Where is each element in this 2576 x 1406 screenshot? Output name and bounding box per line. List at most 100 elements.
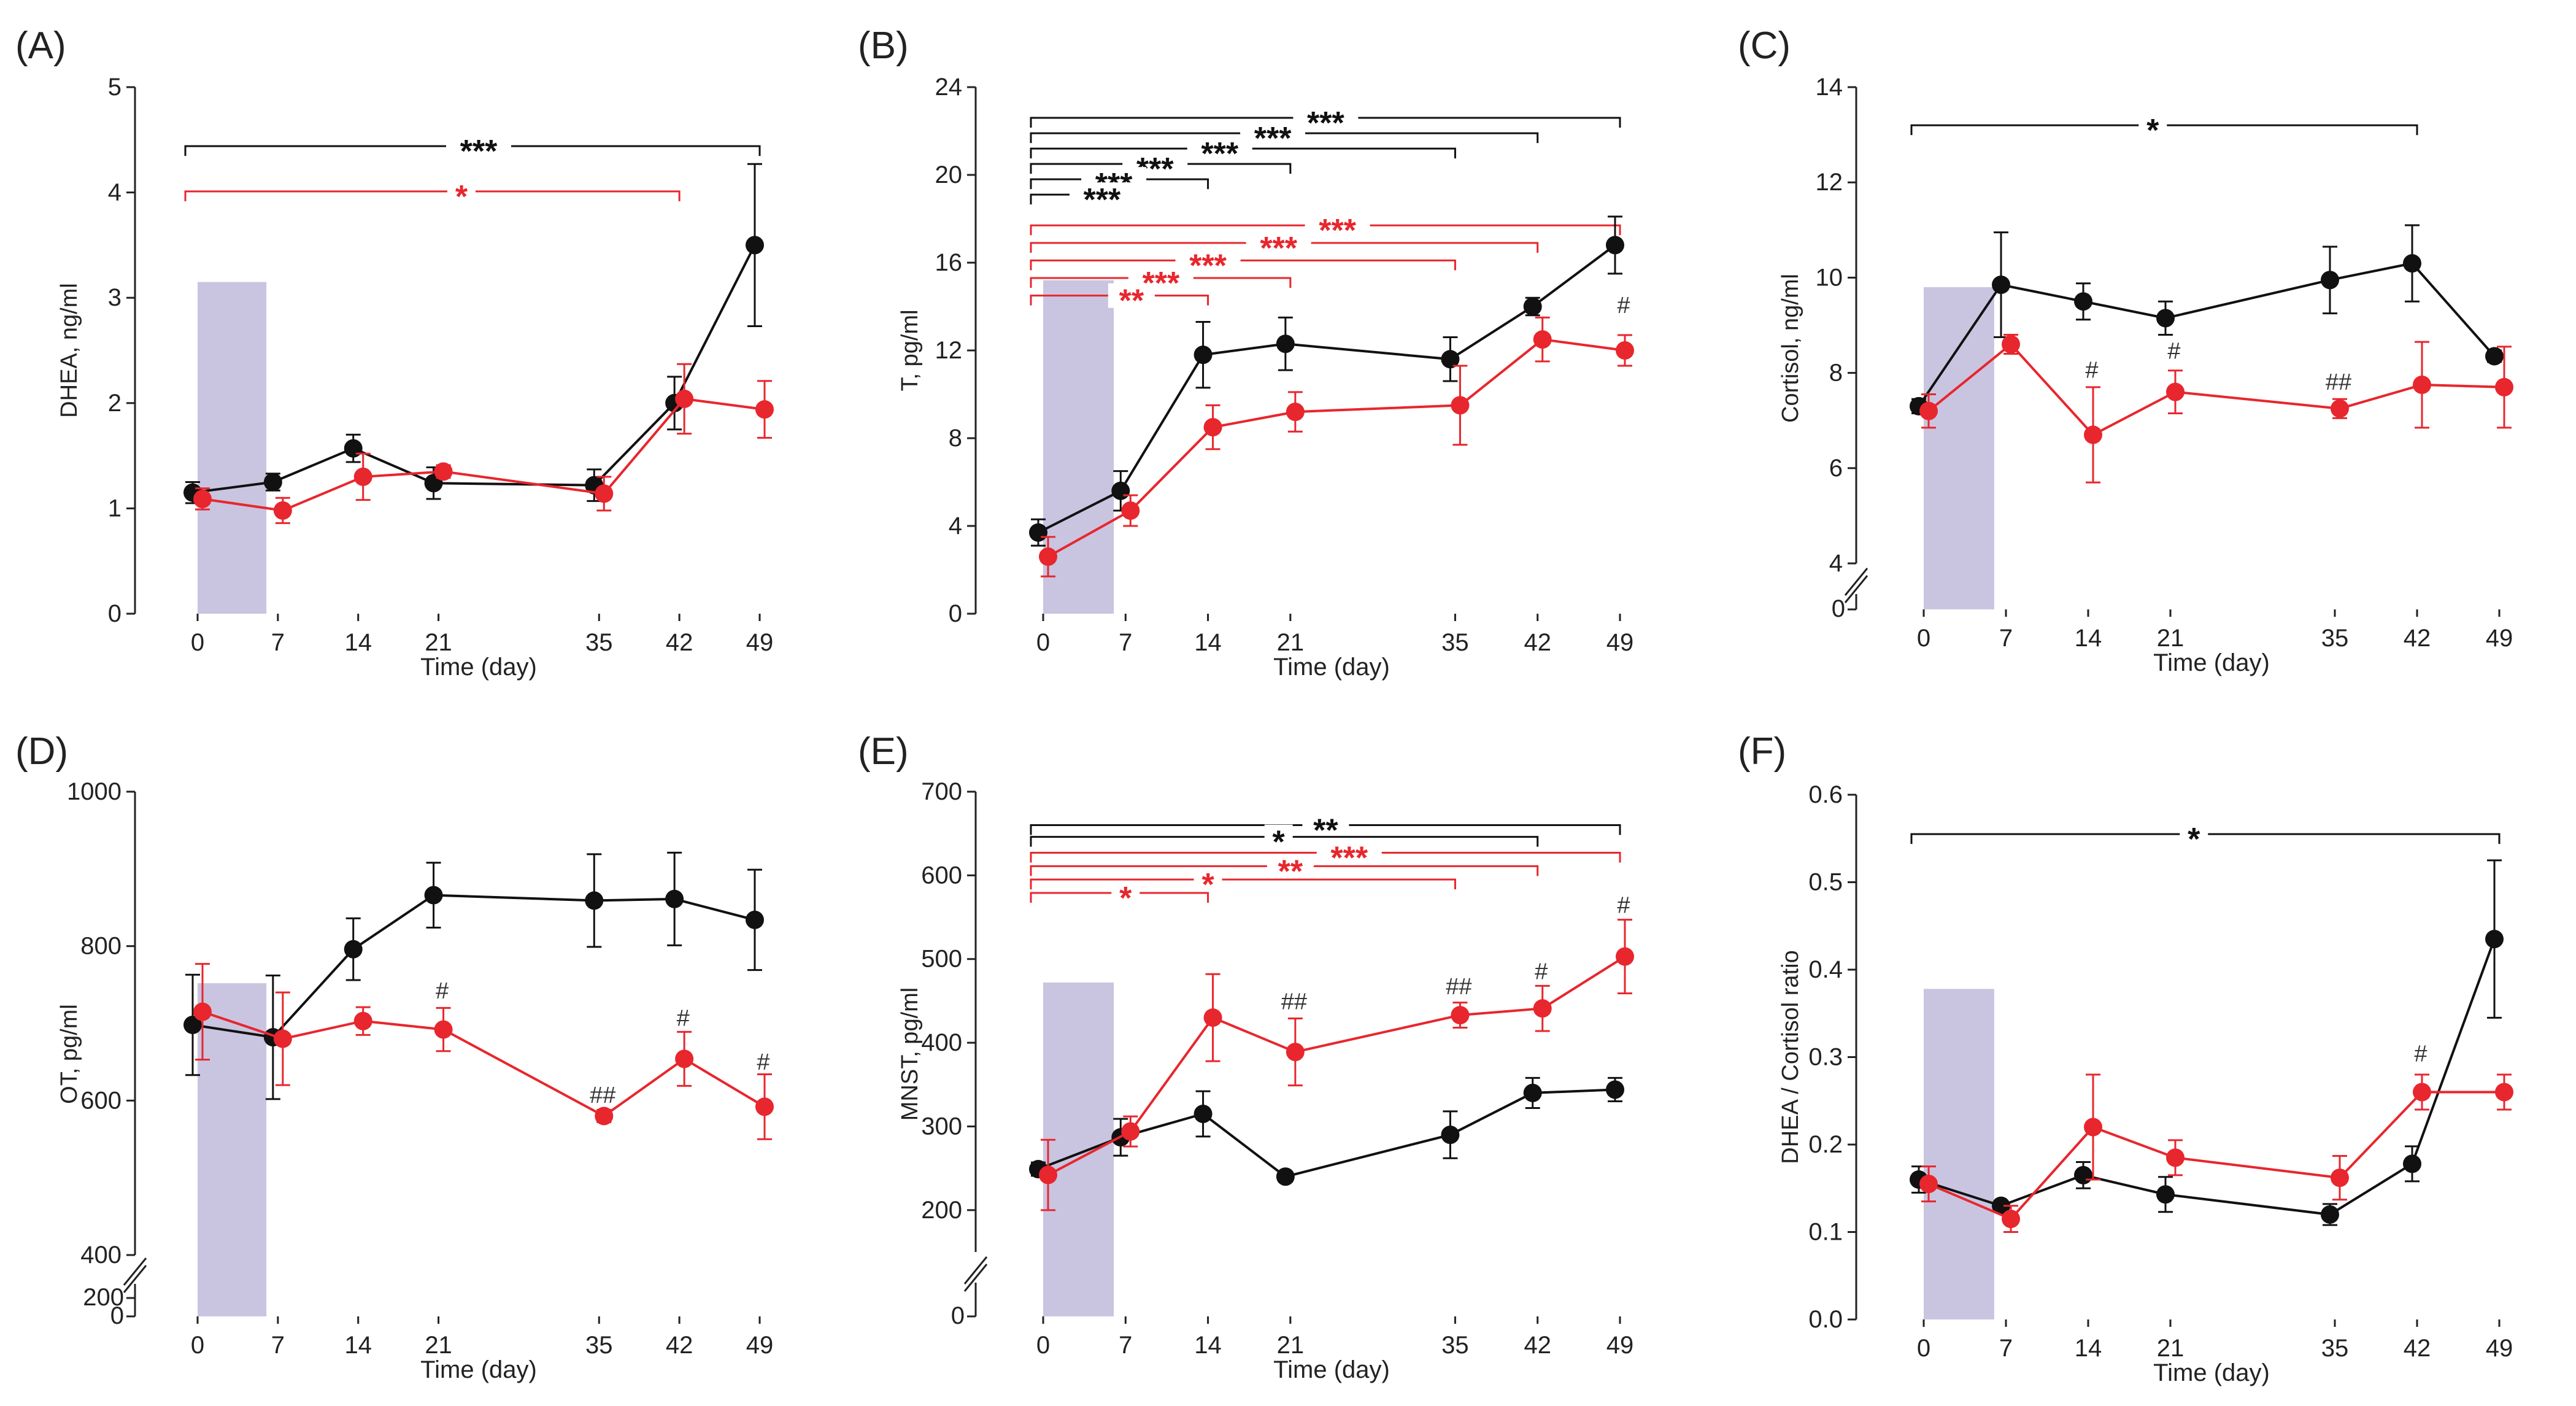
y-tick-label: 1 [108, 495, 121, 522]
data-point [2166, 382, 2185, 401]
series-control [1029, 215, 1624, 547]
panel-label: (C) [1738, 25, 1791, 67]
data-point [1276, 334, 1295, 353]
axis-break-mark [1844, 575, 1868, 603]
treatment-window-shade [198, 282, 267, 614]
significance-label-bg [446, 134, 511, 159]
series-treatment [193, 963, 774, 1140]
data-point [2413, 1083, 2431, 1102]
x-tick-label: 42 [2404, 1335, 2431, 1362]
axis-break-mark [963, 1256, 988, 1284]
data-point [2495, 1083, 2513, 1102]
panel-label: (F) [1738, 730, 1786, 773]
axis-break-mark [123, 1257, 147, 1286]
x-tick-label: 42 [666, 629, 693, 656]
y-tick-label: 200 [921, 1197, 962, 1224]
significance-label-bg [1194, 867, 1222, 892]
data-point [183, 1016, 202, 1035]
data-point [1286, 1043, 1305, 1062]
data-point [746, 236, 764, 255]
series-control [1910, 224, 2504, 415]
data-point [2002, 1210, 2020, 1229]
data-point [2074, 292, 2092, 311]
x-tick-label: 7 [1119, 1332, 1132, 1359]
series-line [202, 397, 765, 512]
data-point [2403, 254, 2421, 273]
significance-label-bg [1264, 824, 1293, 849]
significance-label-bg [2180, 822, 2208, 847]
significance-label: * [2146, 113, 2159, 149]
significance-label: ** [1278, 854, 1303, 889]
series-control [1910, 859, 2504, 1226]
data-point [1919, 401, 1938, 420]
significance-line [184, 190, 681, 201]
series-line [1918, 938, 2496, 1216]
data-point [1276, 1167, 1295, 1186]
significance-bracket: * [1030, 881, 1209, 916]
significance-label-bg [1108, 283, 1155, 308]
x-tick-label: 35 [1441, 629, 1469, 656]
data-point [1992, 1196, 2010, 1215]
series-control [183, 851, 764, 1100]
significance-label: ** [1119, 284, 1144, 319]
series-line [1047, 955, 1626, 1176]
x-axis-label: Time (day) [2153, 1359, 2270, 1386]
data-point [2084, 1118, 2102, 1137]
significance-label-bg [447, 179, 476, 204]
hash-mark: # [677, 1005, 690, 1031]
x-tick-label: 21 [1277, 1332, 1305, 1359]
x-tick-label: 7 [1999, 1335, 2013, 1362]
hash-mark: # [1535, 959, 1548, 984]
data-point [595, 1107, 614, 1126]
y-tick-label: 12 [1816, 169, 1843, 196]
data-point [2495, 377, 2513, 396]
data-point [755, 1097, 774, 1116]
treatment-window-shade [198, 983, 267, 1316]
significance-bracket: *** [1030, 182, 1135, 218]
y-tick-label: 700 [921, 778, 962, 805]
y-tick-label: 14 [1816, 74, 1843, 101]
data-point [2331, 1168, 2349, 1188]
panel-label: (A) [15, 25, 66, 67]
series-treatment [1039, 316, 1634, 577]
y-tick-label: 6 [1829, 455, 1843, 482]
series-line [1047, 338, 1625, 558]
y-tick-label: 12 [935, 337, 963, 364]
data-point [1194, 1105, 1213, 1123]
significance-bracket: ** [1030, 283, 1209, 319]
x-tick-label: 7 [1119, 629, 1132, 656]
x-tick-label: 42 [1524, 1332, 1551, 1359]
data-point [434, 1020, 453, 1039]
y-tick-label: 4 [1829, 550, 1843, 577]
x-tick-label: 14 [344, 1332, 372, 1359]
y-tick-label: 24 [935, 74, 963, 101]
y-axis-label: Cortisol, ng/ml [1778, 274, 1803, 423]
y-tick-label: 0.3 [1808, 1044, 1843, 1071]
x-tick-label: 0 [1917, 1335, 1930, 1362]
x-tick-label: 14 [2075, 625, 2102, 652]
y-axis-label: MNST, pg/ml [897, 987, 923, 1121]
data-point [344, 439, 363, 458]
data-point [263, 473, 282, 492]
x-tick-label: 0 [1917, 625, 1930, 652]
significance-label: *** [1330, 841, 1368, 876]
data-point [2413, 376, 2431, 394]
significance-bracket: *** [1030, 136, 1456, 172]
data-point [675, 1049, 694, 1068]
hash-mark: # [2167, 338, 2180, 364]
x-tick-label: 21 [425, 1332, 452, 1359]
series-control [183, 163, 764, 504]
data-point [1919, 1175, 1938, 1194]
data-point [1606, 1080, 1624, 1099]
significance-bracket: *** [1030, 121, 1539, 156]
significance-label-bg [1305, 213, 1370, 238]
significance-label: *** [460, 134, 498, 169]
x-tick-label: 14 [2075, 1335, 2102, 1362]
significance-label-bg [2138, 113, 2167, 138]
significance-label: *** [1201, 136, 1238, 172]
axis-break-mark [1844, 568, 1868, 596]
x-tick-label: 0 [191, 629, 204, 656]
significance-label-bg [1069, 182, 1135, 207]
hash-mark: ## [1446, 974, 1471, 1000]
treatment-window-shade [1043, 982, 1114, 1316]
